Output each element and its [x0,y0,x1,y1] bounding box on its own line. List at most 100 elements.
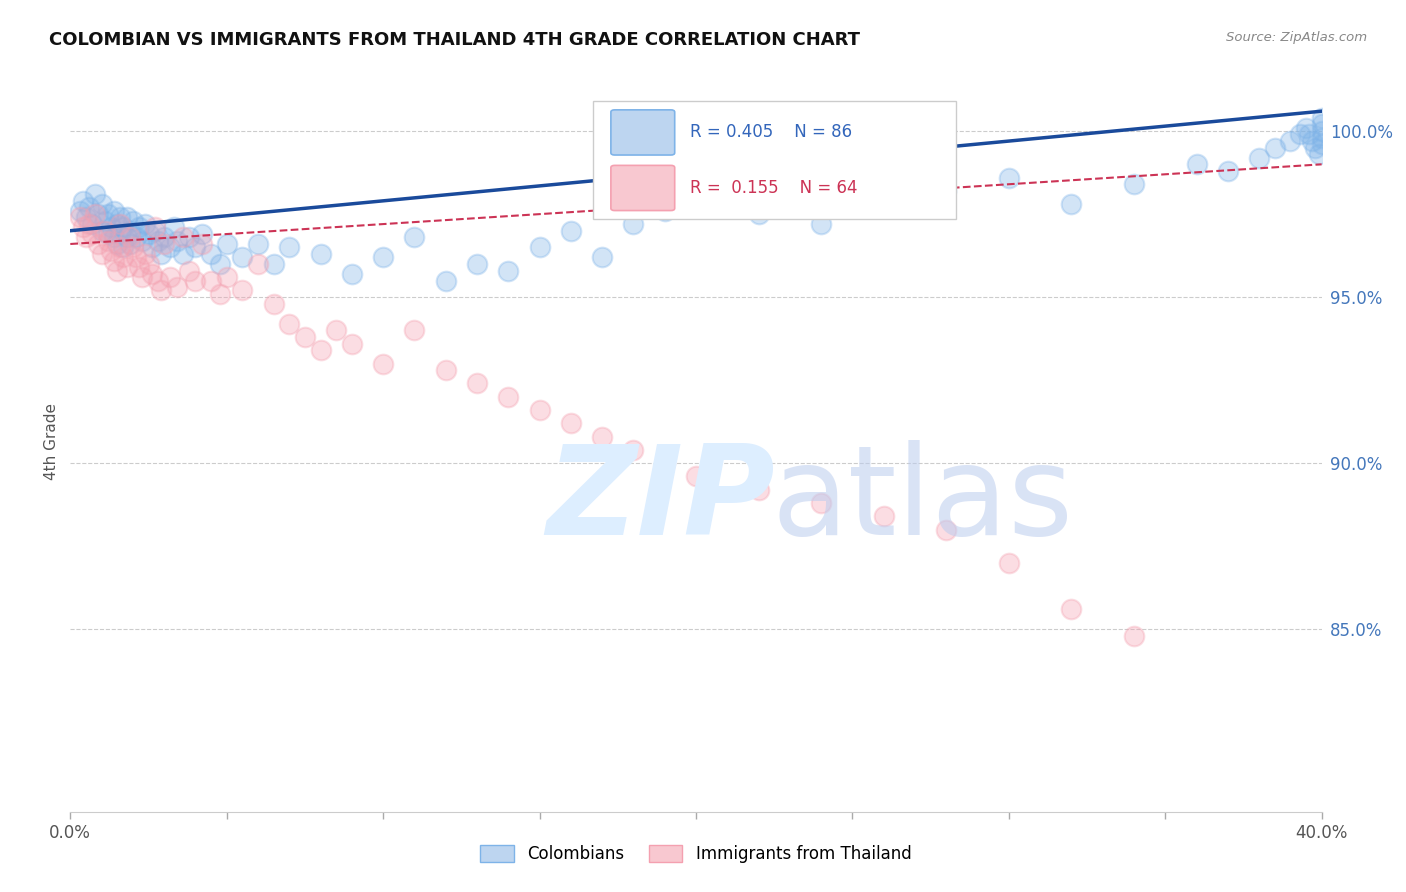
Point [621,217,644,231]
Text: ZIP: ZIP [546,441,775,561]
Point [121,240,145,254]
Point [134,217,156,231]
Point [150,284,173,298]
Point [309,247,332,261]
Point [131,270,153,285]
Point [498,263,520,277]
Point [1216,164,1239,178]
Point [810,217,832,231]
Point [434,363,457,377]
Point [118,230,141,244]
Point [159,270,181,285]
Point [143,220,166,235]
Point [340,267,363,281]
Point [591,429,613,443]
Point [110,227,132,241]
Point [263,297,285,311]
Point [748,207,770,221]
Point [1060,197,1083,211]
Point [103,230,125,244]
Point [118,224,141,238]
Point [110,240,132,254]
Point [685,197,707,211]
Point [128,220,150,235]
Point [997,556,1019,570]
Point [1310,118,1333,132]
Point [75,230,97,244]
Point [560,224,582,238]
Point [153,237,176,252]
Legend: Colombians, Immigrants from Thailand: Colombians, Immigrants from Thailand [474,838,918,870]
Point [90,247,112,261]
Point [128,260,150,275]
Point [654,203,676,218]
Point [141,240,163,254]
Point [82,217,104,231]
Point [125,250,148,264]
Point [112,220,135,235]
Point [325,323,347,337]
Point [97,227,120,241]
Point [872,509,894,524]
Point [146,273,169,287]
Point [309,343,332,358]
Point [1249,151,1271,165]
Point [294,330,316,344]
Point [231,250,253,264]
Point [105,237,128,252]
Point [1279,134,1302,148]
Point [209,286,232,301]
Point [146,234,169,248]
Point [560,417,582,431]
Point [110,217,132,231]
Point [810,496,832,510]
Point [997,170,1019,185]
Point [190,227,212,241]
Point [105,217,128,231]
Point [1310,130,1333,145]
Text: atlas: atlas [770,441,1073,561]
Point [105,263,128,277]
Point [685,469,707,483]
Point [84,187,107,202]
Point [115,211,138,225]
FancyBboxPatch shape [593,101,956,219]
Point [121,213,145,227]
Point [115,230,138,244]
Point [97,207,120,221]
Point [103,203,125,218]
Point [200,273,222,287]
Point [172,247,194,261]
Point [278,240,301,254]
Point [138,227,160,241]
Point [115,260,138,275]
Point [263,257,285,271]
Point [1308,147,1330,161]
Point [112,250,135,264]
Point [1295,120,1317,135]
Point [209,257,232,271]
Point [77,217,100,231]
Y-axis label: 4th Grade: 4th Grade [44,403,59,480]
Point [138,257,160,271]
Point [621,442,644,457]
Point [118,237,141,252]
Point [100,244,122,258]
Point [872,190,894,204]
Point [591,250,613,264]
Point [231,284,253,298]
Point [141,267,163,281]
Text: COLOMBIAN VS IMMIGRANTS FROM THAILAND 4TH GRADE CORRELATION CHART: COLOMBIAN VS IMMIGRANTS FROM THAILAND 4T… [49,31,860,49]
Point [150,247,173,261]
Point [434,273,457,287]
Point [200,247,222,261]
Point [162,220,184,235]
Point [247,257,270,271]
Point [1288,128,1310,142]
Point [159,240,181,254]
Point [172,230,194,244]
Point [371,250,394,264]
Point [131,234,153,248]
Point [166,234,188,248]
Point [100,220,122,235]
